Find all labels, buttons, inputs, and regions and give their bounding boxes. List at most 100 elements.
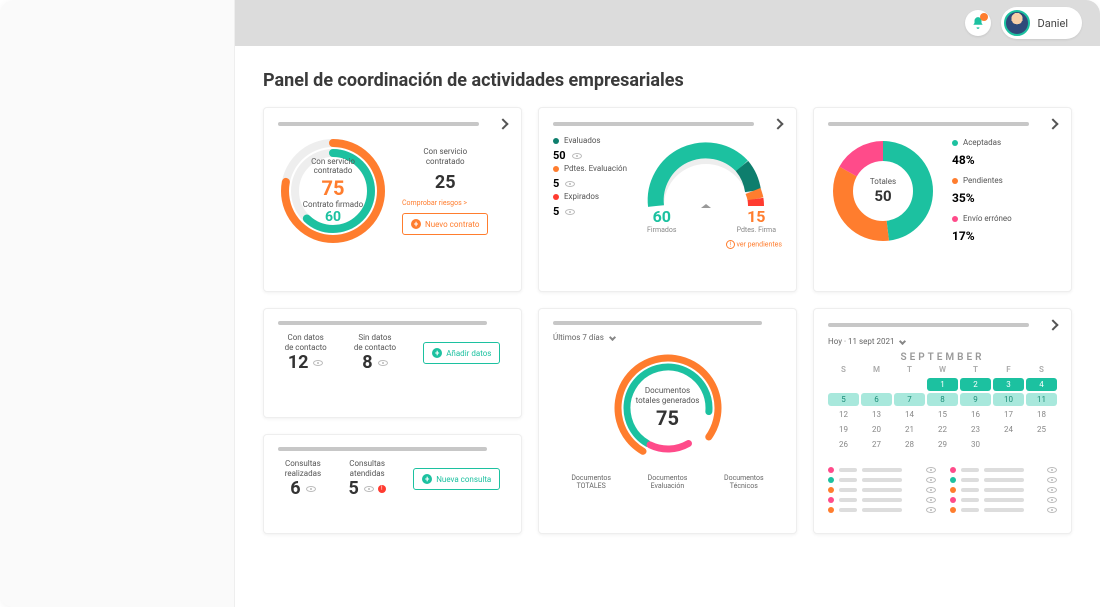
done-label: Consultas realizadas (285, 459, 321, 478)
event-row[interactable] (828, 507, 936, 513)
new-query-button[interactable]: + Nueva consulta (413, 468, 500, 490)
cal-day[interactable]: 8 (927, 393, 958, 406)
cal-day[interactable] (1026, 438, 1057, 451)
filter-dropdown[interactable]: Últimos 7 días (553, 333, 782, 342)
gauge-left-label: Firmados (647, 226, 676, 234)
doc-tab[interactable]: Documentos Técnicos (724, 474, 764, 490)
leg-val: 5 (553, 205, 559, 218)
eye-icon[interactable] (572, 153, 582, 159)
cal-weekday: W (927, 363, 958, 376)
card-expand[interactable] (1047, 118, 1058, 129)
pending-link[interactable]: ! ver pendientes (641, 240, 782, 249)
cal-day[interactable]: 3 (993, 378, 1024, 391)
event-row[interactable] (950, 497, 1058, 503)
cal-day[interactable]: 1 (927, 378, 958, 391)
cal-day[interactable]: 25 (1026, 423, 1057, 436)
event-row[interactable] (828, 477, 936, 483)
risks-link[interactable]: Comprobar riesgos > (402, 199, 488, 207)
card-title-bar (553, 321, 762, 325)
event-row[interactable] (828, 497, 936, 503)
cal-day[interactable]: 5 (828, 393, 859, 406)
cal-weekday: S (1026, 363, 1057, 376)
add-data-button[interactable]: + Añadir datos (423, 342, 500, 364)
calendar-lists (828, 459, 1057, 513)
event-row[interactable] (828, 487, 936, 493)
gauge-right-value: 15 (747, 207, 765, 226)
cal-day[interactable]: 10 (993, 393, 1024, 406)
cal-day[interactable]: 20 (861, 423, 892, 436)
leg-lbl: Evaluados (564, 136, 601, 145)
without-value: 8 (362, 352, 372, 373)
eye-icon[interactable] (306, 486, 316, 492)
notification-button[interactable] (965, 10, 991, 36)
cal-day[interactable]: 22 (927, 423, 958, 436)
cal-day[interactable]: 14 (894, 408, 925, 421)
cal-day[interactable]: 21 (894, 423, 925, 436)
eye-icon[interactable] (565, 209, 575, 215)
cal-day[interactable]: 12 (828, 408, 859, 421)
event-row[interactable] (950, 477, 1058, 483)
content: Panel de coordinación de actividades emp… (235, 46, 1100, 607)
event-row[interactable] (828, 467, 936, 473)
cal-day[interactable] (993, 438, 1024, 451)
eye-icon[interactable] (565, 181, 575, 187)
event-row[interactable] (950, 487, 1058, 493)
attended-label: Consultas atendidas (349, 459, 385, 478)
with-label: Con datos de contacto (285, 333, 327, 352)
card-donut: Totales 50 Aceptadas48% Pendientes35% En… (813, 107, 1072, 292)
cal-day[interactable]: 11 (1026, 393, 1057, 406)
documents-ring: Documentos totales generados 75 (608, 348, 728, 468)
user-menu[interactable]: Daniel (1001, 7, 1082, 39)
avatar (1004, 10, 1030, 36)
doc-tabs: Documentos TOTALES Documentos Evaluación… (553, 474, 782, 490)
card-expand[interactable] (497, 118, 508, 129)
cal-day[interactable]: 19 (828, 423, 859, 436)
topbar: Daniel (235, 0, 1100, 46)
leg-lbl: Expirados (564, 192, 599, 201)
sidebar-placeholder (0, 0, 235, 607)
doc-tab[interactable]: Documentos Evaluación (648, 474, 688, 490)
contract-value: 60 (325, 209, 341, 225)
cal-day[interactable]: 6 (861, 393, 892, 406)
event-row[interactable] (950, 507, 1058, 513)
cal-day[interactable] (861, 378, 892, 391)
card-evaluations: Evaluados 50 Pdtes. Evaluación 5 Expirad… (538, 107, 797, 292)
calendar-month: SEPTEMBER (828, 352, 1057, 363)
eye-icon[interactable] (364, 486, 374, 492)
cal-day[interactable]: 28 (894, 438, 925, 451)
date-dropdown[interactable]: Hoy · 11 sept 2021 (828, 337, 1057, 346)
cal-day[interactable]: 24 (993, 423, 1024, 436)
cal-day[interactable]: 18 (1026, 408, 1057, 421)
eye-icon[interactable] (313, 360, 323, 366)
event-row[interactable] (950, 467, 1058, 473)
cal-day[interactable] (828, 378, 859, 391)
doc-tab[interactable]: Documentos TOTALES (571, 474, 611, 490)
cal-day[interactable]: 4 (1026, 378, 1057, 391)
alert-badge: ! (378, 485, 386, 493)
attended-value: 5 (349, 478, 359, 499)
cal-day[interactable]: 16 (960, 408, 991, 421)
new-contract-button[interactable]: + Nuevo contrato (402, 213, 488, 235)
cal-weekday: F (993, 363, 1024, 376)
cal-day[interactable]: 13 (861, 408, 892, 421)
done-value: 6 (290, 478, 300, 499)
cal-day[interactable]: 30 (960, 438, 991, 451)
cal-day[interactable] (894, 378, 925, 391)
card-expand[interactable] (772, 118, 783, 129)
cal-day[interactable]: 2 (960, 378, 991, 391)
cal-weekday: T (894, 363, 925, 376)
cal-day[interactable]: 27 (861, 438, 892, 451)
cal-day[interactable]: 17 (993, 408, 1024, 421)
cal-day[interactable]: 9 (960, 393, 991, 406)
card-contracts: Con servicio contratado 75 Contrato firm… (263, 107, 522, 292)
eye-icon[interactable] (378, 360, 388, 366)
dashboard-grid: Con servicio contratado 75 Contrato firm… (263, 107, 1072, 534)
cal-day[interactable]: 29 (927, 438, 958, 451)
leg-val: 5 (553, 177, 559, 190)
cal-day[interactable]: 26 (828, 438, 859, 451)
cal-day[interactable]: 15 (927, 408, 958, 421)
card-expand[interactable] (1047, 319, 1058, 330)
page-title: Panel de coordinación de actividades emp… (263, 70, 1072, 91)
cal-day[interactable]: 23 (960, 423, 991, 436)
cal-day[interactable]: 7 (894, 393, 925, 406)
